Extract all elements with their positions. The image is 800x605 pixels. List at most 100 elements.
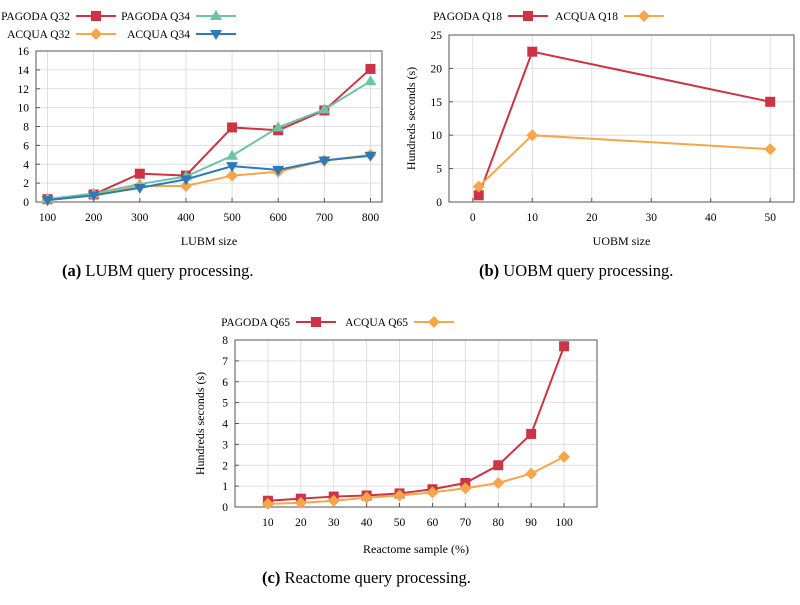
x-axis-label: LUBM size bbox=[181, 234, 237, 248]
y-tick-label: 14 bbox=[18, 65, 30, 77]
legend-item: PAGODA Q65 bbox=[221, 317, 336, 329]
data-point bbox=[227, 122, 238, 133]
x-tick-label: 100 bbox=[555, 517, 573, 529]
legend-label: ACQUA Q34 bbox=[127, 29, 190, 41]
y-tick-label: 10 bbox=[431, 130, 443, 142]
x-tick-label: 400 bbox=[177, 212, 195, 224]
x-tick-label: 80 bbox=[493, 517, 505, 529]
y-axis-label: Hundreds seconds (s) bbox=[404, 67, 418, 170]
data-point bbox=[261, 497, 274, 510]
data-point bbox=[41, 196, 54, 207]
caption-a-tag: (a) bbox=[62, 261, 82, 280]
data-point bbox=[492, 476, 505, 489]
x-tick-label: 60 bbox=[427, 517, 439, 529]
legend-marker bbox=[311, 317, 321, 327]
series-line bbox=[267, 345, 566, 502]
data-point bbox=[226, 162, 239, 173]
caption-b-tag: (b) bbox=[479, 261, 500, 280]
data-point bbox=[393, 489, 406, 502]
x-tick-label: 200 bbox=[85, 212, 103, 224]
y-tick-label: 1 bbox=[222, 481, 228, 493]
y-tick-label: 0 bbox=[222, 502, 228, 514]
x-tick-label: 0 bbox=[470, 212, 476, 224]
data-point bbox=[364, 151, 377, 162]
series-acqua-q65 bbox=[261, 450, 571, 510]
data-point bbox=[459, 482, 472, 495]
legend-item: PAGODA Q34 bbox=[121, 10, 236, 23]
legend-label: ACQUA Q18 bbox=[555, 11, 618, 23]
series-line bbox=[477, 50, 771, 196]
y-tick-label: 12 bbox=[18, 84, 30, 96]
series-line bbox=[47, 80, 371, 201]
legend-label: PAGODA Q34 bbox=[121, 11, 190, 23]
data-point bbox=[525, 467, 538, 480]
data-point bbox=[526, 428, 537, 439]
y-tick-label: 8 bbox=[222, 335, 228, 347]
data-point bbox=[134, 168, 145, 179]
data-point bbox=[179, 179, 192, 192]
x-tick-label: 20 bbox=[586, 212, 598, 224]
series-pagoda-q34 bbox=[41, 75, 377, 204]
data-point bbox=[87, 191, 100, 202]
data-point bbox=[364, 75, 377, 86]
legend-marker bbox=[638, 10, 650, 22]
x-axis-label: Reactome sample (%) bbox=[363, 542, 469, 556]
series-line bbox=[267, 456, 565, 505]
legend-marker bbox=[428, 316, 440, 328]
x-tick-label: 50 bbox=[394, 517, 406, 529]
data-point bbox=[294, 496, 307, 509]
x-axis-label: UOBM size bbox=[593, 234, 651, 248]
y-tick-label: 8 bbox=[23, 122, 29, 134]
x-tick-label: 40 bbox=[705, 212, 717, 224]
data-point bbox=[426, 486, 439, 499]
caption-a-text: LUBM query processing. bbox=[85, 261, 254, 280]
series-acqua-q18 bbox=[472, 129, 777, 193]
caption-b-text: UOBM query processing. bbox=[503, 261, 674, 280]
legend-item: ACQUA Q18 bbox=[555, 10, 664, 23]
y-tick-label: 4 bbox=[222, 419, 228, 431]
series-line bbox=[47, 154, 371, 202]
caption-a: (a) LUBM query processing. bbox=[62, 261, 254, 281]
legend-label: ACQUA Q32 bbox=[7, 29, 70, 41]
data-point bbox=[318, 103, 331, 114]
legend-marker bbox=[90, 28, 102, 40]
y-tick-label: 0 bbox=[436, 197, 442, 209]
y-tick-label: 5 bbox=[436, 164, 442, 176]
x-tick-label: 10 bbox=[527, 212, 539, 224]
data-point bbox=[226, 149, 239, 160]
y-tick-label: 2 bbox=[222, 460, 228, 472]
legend-label: PAGODA Q32 bbox=[1, 11, 70, 23]
x-tick-label: 30 bbox=[328, 517, 340, 529]
y-tick-label: 15 bbox=[431, 97, 443, 109]
x-tick-label: 700 bbox=[316, 212, 334, 224]
y-tick-label: 4 bbox=[23, 159, 29, 171]
y-tick-label: 7 bbox=[222, 356, 228, 368]
x-tick-label: 100 bbox=[39, 212, 57, 224]
x-tick-label: 40 bbox=[361, 517, 373, 529]
legend-item: PAGODA Q32 bbox=[1, 11, 116, 23]
y-tick-label: 20 bbox=[431, 63, 443, 75]
y-tick-label: 6 bbox=[222, 377, 228, 389]
data-point bbox=[472, 180, 485, 193]
x-tick-label: 70 bbox=[460, 517, 472, 529]
y-tick-label: 5 bbox=[222, 398, 228, 410]
data-point bbox=[493, 460, 504, 471]
y-tick-label: 6 bbox=[23, 140, 29, 152]
caption-b: (b) UOBM query processing. bbox=[479, 261, 673, 281]
caption-c: (c) Reactome query processing. bbox=[262, 568, 471, 588]
y-tick-label: 10 bbox=[18, 103, 30, 115]
data-point bbox=[527, 46, 538, 57]
legend-marker bbox=[210, 30, 222, 40]
caption-c-tag: (c) bbox=[262, 568, 281, 587]
data-point bbox=[133, 183, 146, 194]
data-point bbox=[360, 491, 373, 504]
legend-item: ACQUA Q65 bbox=[345, 316, 454, 329]
chart-lubm: 0 2 4 6 8 10 12 14 16 100 200 300 400 500 600 700 800 LUB… bbox=[1, 10, 383, 248]
data-point bbox=[327, 494, 340, 507]
series-pagoda-q18 bbox=[473, 46, 776, 201]
legend-item: ACQUA Q32 bbox=[7, 28, 116, 41]
legend-label: PAGODA Q18 bbox=[433, 11, 502, 23]
data-point bbox=[473, 190, 484, 201]
